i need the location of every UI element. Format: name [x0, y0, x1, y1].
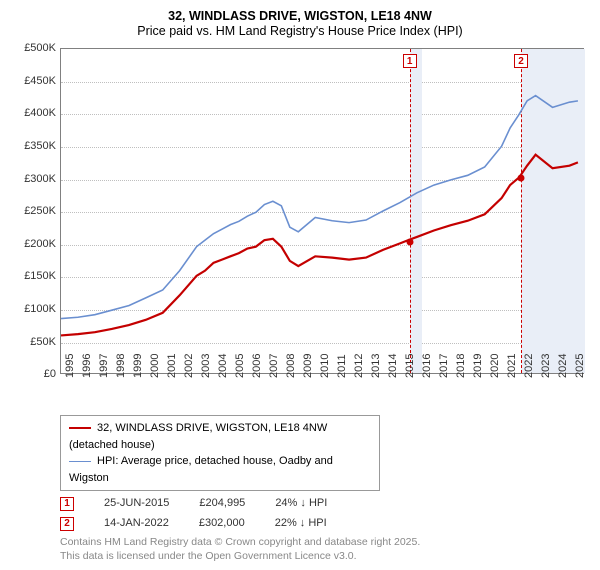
- ytick-label: £100K: [12, 303, 56, 315]
- plot-area: 12: [60, 48, 584, 374]
- sale-marker-2: 2: [60, 517, 74, 531]
- sale-date-1: 25-JUN-2015: [104, 495, 169, 513]
- footer-copyright: Contains HM Land Registry data © Crown c…: [60, 536, 588, 550]
- footer-licence: This data is licensed under the Open Gov…: [60, 550, 588, 564]
- ytick-label: £300K: [12, 173, 56, 185]
- sales-table: 1 25-JUN-2015 £204,995 24% ↓ HPI 2 14-JA…: [60, 495, 588, 532]
- xtick-label: 2025: [574, 354, 600, 378]
- chart-title: 32, WINDLASS DRIVE, WIGSTON, LE18 4NW: [12, 8, 588, 24]
- sale-row-2: 2 14-JAN-2022 £302,000 22% ↓ HPI: [60, 515, 588, 533]
- sale-price-2: £302,000: [199, 515, 245, 533]
- series-hpi: [61, 96, 578, 319]
- ytick-label: £200K: [12, 238, 56, 250]
- ytick-label: £500K: [12, 42, 56, 54]
- series-property: [61, 155, 578, 336]
- sale-diff-1: 24% ↓ HPI: [275, 495, 327, 513]
- legend-item-property: 32, WINDLASS DRIVE, WIGSTON, LE18 4NW (d…: [69, 420, 371, 453]
- sale-price-1: £204,995: [199, 495, 245, 513]
- sale-date-2: 14-JAN-2022: [104, 515, 169, 533]
- sale-marker-1: 1: [60, 497, 74, 511]
- ytick-label: £150K: [12, 270, 56, 282]
- sale-row-1: 1 25-JUN-2015 £204,995 24% ↓ HPI: [60, 495, 588, 513]
- chart-area: £0 £50K £100K £150K £200K £250K £300K £350K £400…: [12, 44, 588, 409]
- sale-diff-2: 22% ↓ HPI: [275, 515, 327, 533]
- ytick-label: £450K: [12, 75, 56, 87]
- chart-subtitle: Price paid vs. HM Land Registry's House …: [12, 24, 588, 38]
- ytick-label: £250K: [12, 205, 56, 217]
- ytick-label: £350K: [12, 140, 56, 152]
- legend-box: 32, WINDLASS DRIVE, WIGSTON, LE18 4NW (d…: [60, 415, 380, 491]
- ytick-label: £50K: [12, 336, 56, 348]
- ytick-label: £400K: [12, 107, 56, 119]
- ytick-label: £0: [12, 368, 56, 380]
- legend-item-hpi: HPI: Average price, detached house, Oadb…: [69, 453, 371, 486]
